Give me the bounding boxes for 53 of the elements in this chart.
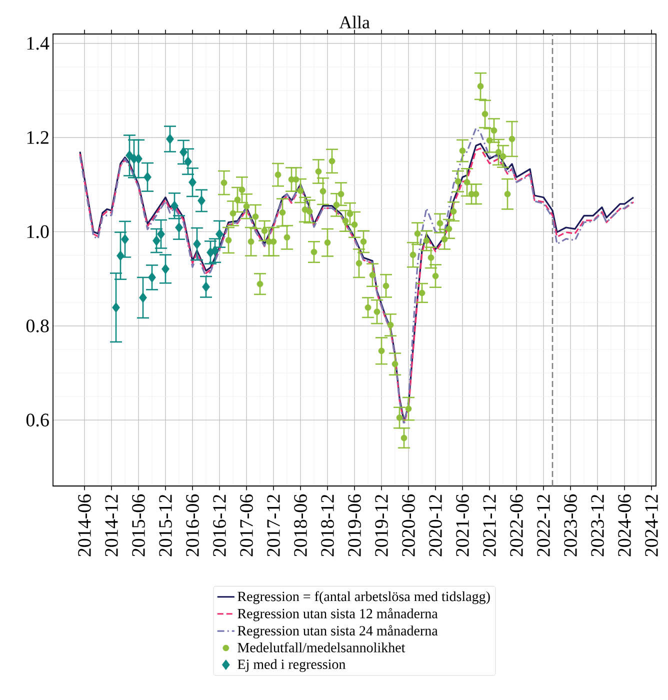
y-tick-label: 0.8 xyxy=(26,319,49,332)
point xyxy=(170,200,178,212)
point xyxy=(162,264,170,274)
legend-label: Regression = f(antal arbetslösa med tidslagg) xyxy=(238,591,490,604)
point xyxy=(202,282,210,292)
point xyxy=(188,177,196,188)
x-tick-label: 2021-06 xyxy=(456,494,469,556)
point xyxy=(198,195,206,206)
point xyxy=(116,250,124,261)
x-tick-label: 2014-12 xyxy=(105,494,118,556)
legend-label: Regression utan sista 12 månaderna xyxy=(238,608,438,622)
point xyxy=(144,172,152,182)
y-tick-label: 1.4 xyxy=(27,37,50,50)
legend-label: Ej med i regression xyxy=(238,659,346,672)
x-tick-label: 2022-06 xyxy=(510,494,523,556)
point xyxy=(184,156,192,167)
point xyxy=(134,154,142,164)
legend-label: Regression utan sista 24 månaderna xyxy=(238,625,438,638)
point xyxy=(180,146,188,158)
x-tick-label: 2024-06 xyxy=(618,494,631,556)
point xyxy=(216,228,224,240)
point xyxy=(148,272,156,283)
y-tick-label: 1.2 xyxy=(27,131,48,144)
legend-label: Medelutfall/medelsannolikhet xyxy=(238,642,406,652)
x-tick-label: 2014-06 xyxy=(78,494,91,556)
x-tick-label: 2020-06 xyxy=(402,494,415,556)
point xyxy=(152,235,160,246)
point xyxy=(211,245,219,256)
x-tick-label: 2015-06 xyxy=(132,494,145,556)
x-tick-label: 2017-06 xyxy=(240,494,253,556)
point xyxy=(166,134,174,144)
y-tick-label: 1.0 xyxy=(27,225,49,238)
x-tick-label: 2015-12 xyxy=(159,494,172,556)
x-tick-label: 2018-06 xyxy=(294,494,307,556)
point xyxy=(175,222,183,233)
x-tick-label: 2021-12 xyxy=(483,494,496,556)
x-tick-label: 2016-06 xyxy=(186,494,199,556)
x-tick-label: 2019-06 xyxy=(348,494,361,556)
x-tick-label: 2022-12 xyxy=(537,494,550,556)
point xyxy=(193,238,201,250)
x-tick-label: 2023-12 xyxy=(591,494,604,556)
point xyxy=(139,292,147,303)
point xyxy=(112,302,120,313)
x-tick-label: 2023-06 xyxy=(564,494,577,556)
x-tick-label: 2018-12 xyxy=(321,494,334,556)
x-tick-label: 2024-12 xyxy=(645,494,658,556)
chart-title: Alla xyxy=(339,16,370,28)
x-tick-label: 2017-12 xyxy=(267,494,280,556)
x-tick-label: 2020-12 xyxy=(429,494,442,556)
y-tick-label: 0.6 xyxy=(26,414,49,427)
x-tick-label: 2019-12 xyxy=(375,494,388,556)
point xyxy=(121,234,129,244)
x-tick-label: 2016-12 xyxy=(213,494,226,556)
